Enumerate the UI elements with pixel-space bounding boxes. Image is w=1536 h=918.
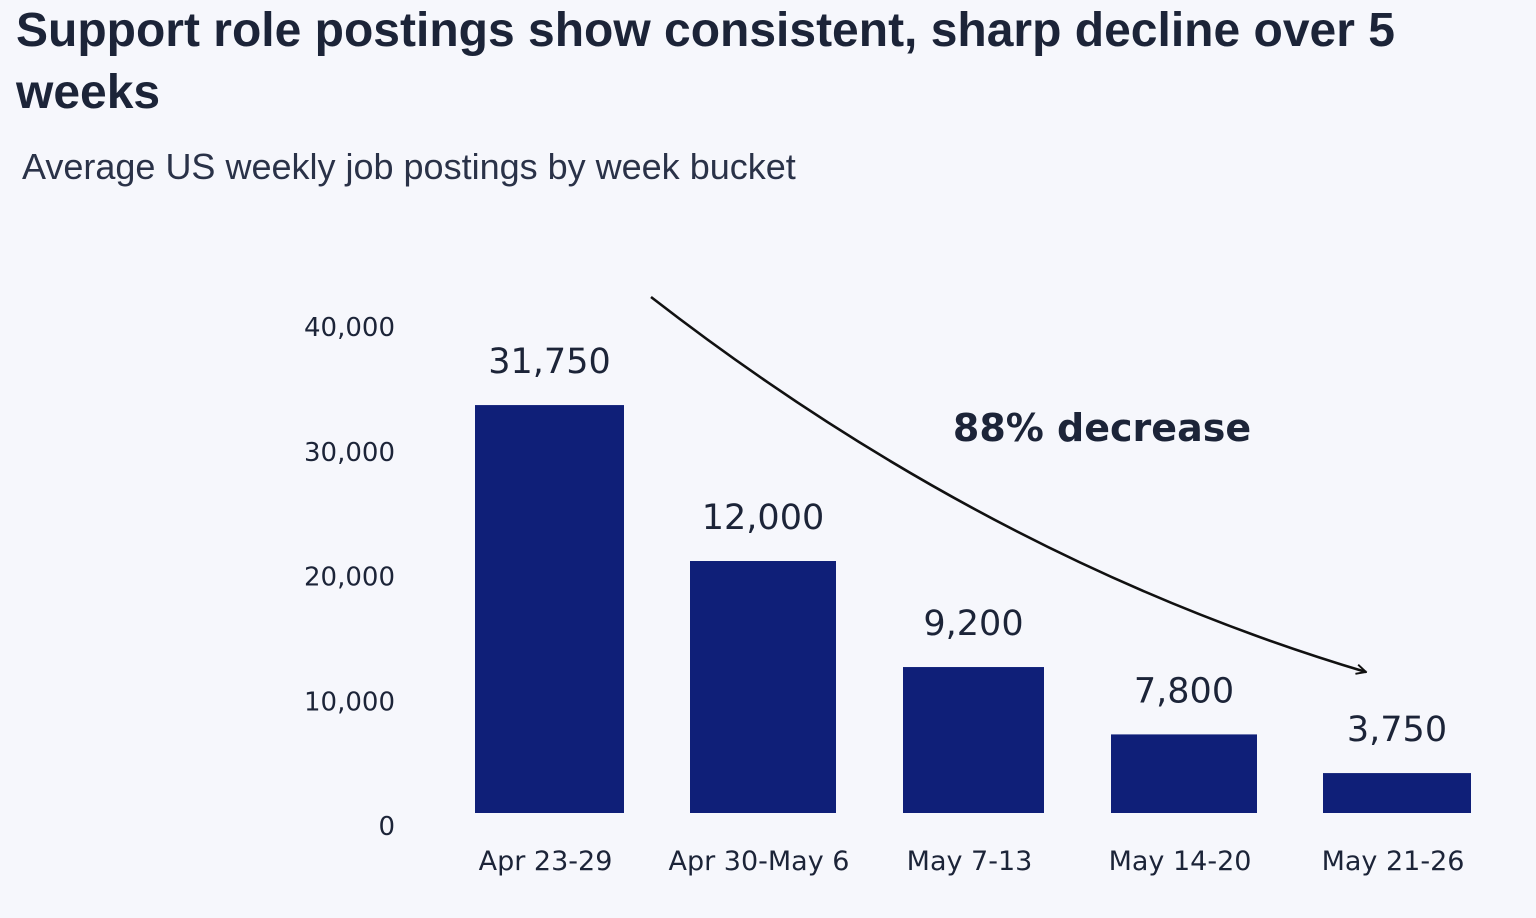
bar-value-label: 31,750 — [488, 342, 610, 382]
x-axis: Apr 23-29 Apr 30-May 6 May 7-13 May 14-20 Ma… — [479, 846, 1465, 877]
annotation: 88% decrease — [650, 295, 1366, 672]
decrease-annotation: 88% decrease — [953, 406, 1251, 450]
chart-title: Support role postings show consistent, s… — [16, 4, 1395, 119]
bar-value-label: 9,200 — [923, 604, 1023, 644]
y-tick-label: 10,000 — [304, 687, 395, 717]
y-tick-label: 0 — [378, 812, 395, 842]
y-tick-label: 20,000 — [304, 563, 395, 593]
bar — [1111, 734, 1257, 813]
bar — [1323, 773, 1471, 813]
x-tick-label: May 7-13 — [907, 846, 1033, 877]
bar-value-label: 7,800 — [1134, 671, 1234, 711]
y-tick-label: 30,000 — [304, 438, 395, 468]
decrease-arrow — [650, 295, 1366, 672]
chart-subtitle: Average US weekly job postings by week b… — [22, 146, 796, 187]
value-labels: 31,750 12,000 9,200 7,800 3,750 — [488, 342, 1447, 750]
x-tick-label: May 21-26 — [1322, 846, 1465, 877]
x-tick-label: Apr 30-May 6 — [669, 846, 850, 877]
bar-value-label: 3,750 — [1347, 710, 1447, 750]
bars — [475, 405, 1471, 813]
bar-value-label: 12,000 — [702, 498, 824, 538]
y-axis: 0 10,000 20,000 30,000 40,000 — [304, 313, 395, 842]
bar — [903, 667, 1044, 813]
bar — [475, 405, 624, 813]
x-tick-label: Apr 23-29 — [479, 846, 613, 877]
bar — [690, 561, 836, 813]
y-tick-label: 40,000 — [304, 313, 395, 343]
x-tick-label: May 14-20 — [1109, 846, 1252, 877]
